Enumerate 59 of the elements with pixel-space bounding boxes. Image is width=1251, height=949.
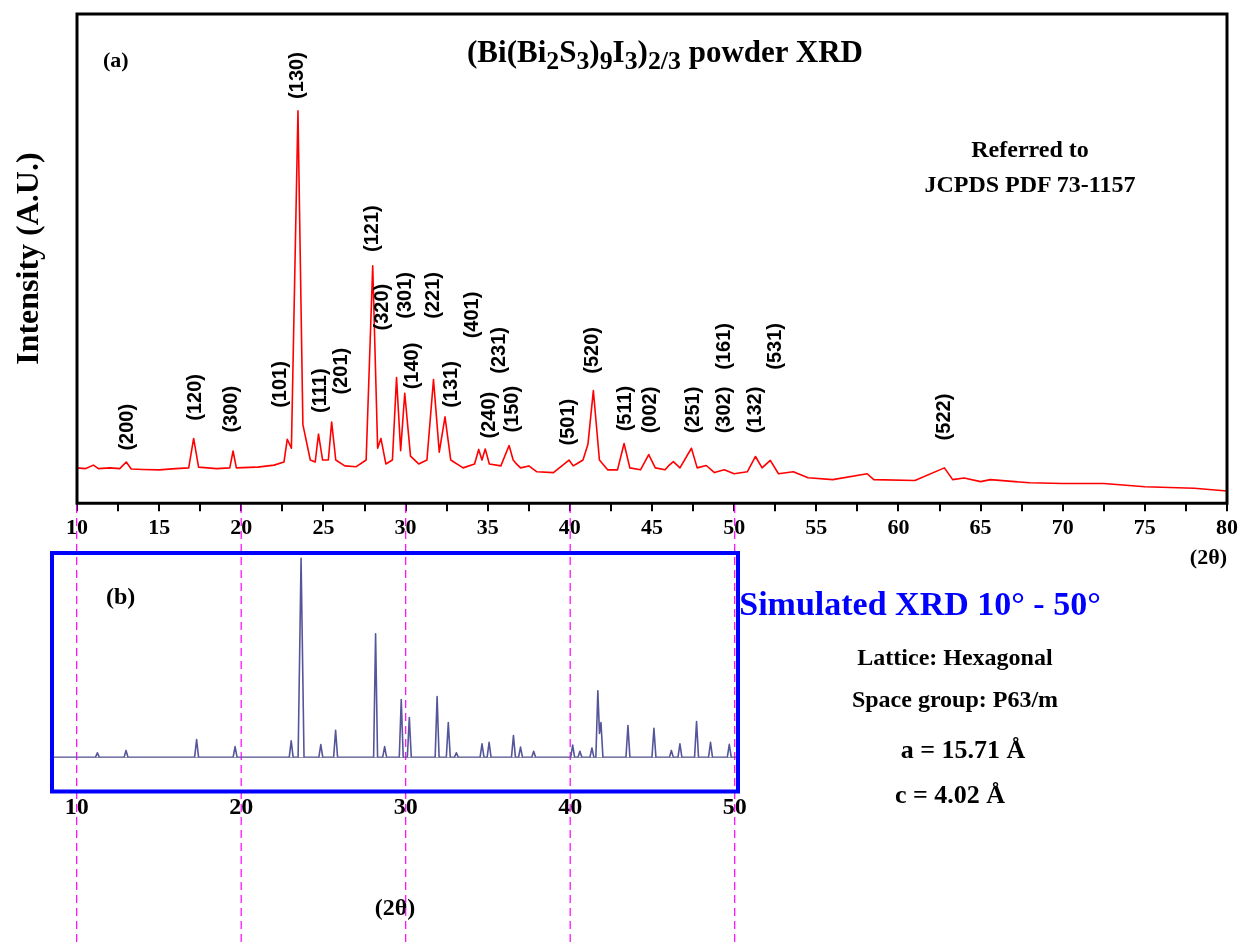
annotation: (301) bbox=[393, 272, 416, 319]
x-tick-label: 15 bbox=[148, 514, 171, 540]
annotation: (231) bbox=[486, 326, 509, 374]
annotation: (150) bbox=[499, 385, 522, 433]
annotation: (520) bbox=[580, 326, 603, 374]
text: Simulated XRD 10° - 50° bbox=[738, 584, 1102, 624]
x-tick-label: 50 bbox=[723, 514, 746, 540]
x-tick-label: 30 bbox=[393, 793, 418, 819]
annotation: (501) bbox=[555, 398, 578, 446]
annotation: (511) bbox=[613, 385, 636, 432]
x-tick-label: 35 bbox=[476, 514, 499, 540]
x-tick-label: 10 bbox=[64, 793, 89, 819]
annotation: (200) bbox=[115, 403, 138, 451]
x-tick-label: 40 bbox=[558, 793, 583, 819]
x-tick-label: 20 bbox=[230, 514, 253, 540]
x-tick-label: 75 bbox=[1133, 514, 1156, 540]
annotation: (320) bbox=[370, 283, 393, 331]
x-tick-label: 45 bbox=[641, 514, 663, 540]
annotation: (161) bbox=[711, 323, 734, 370]
annotation: (120) bbox=[182, 374, 205, 421]
x-tick-label: 30 bbox=[394, 514, 417, 540]
annotation: (201) bbox=[329, 347, 352, 395]
annotation: (101) bbox=[268, 361, 291, 408]
annotation: Referred to JCPDS PDF 73-1157 bbox=[923, 135, 1137, 199]
annotation: (522) bbox=[931, 393, 954, 441]
y-axis-title: Intensity (A.U.) bbox=[9, 152, 46, 365]
x-axis-title: (2θ) bbox=[374, 893, 416, 920]
annotation: (140) bbox=[399, 342, 422, 390]
x-tick-label: 60 bbox=[887, 514, 910, 540]
x-tick-label: 65 bbox=[969, 514, 992, 540]
x-tick-label: 25 bbox=[312, 514, 335, 540]
annotation: (531) bbox=[762, 323, 785, 370]
x-tick-label: 70 bbox=[1051, 514, 1074, 540]
x-tick-label: 10 bbox=[66, 514, 88, 540]
x-tick-label: 40 bbox=[558, 514, 581, 540]
text: a = 15.71 Å bbox=[899, 734, 1027, 766]
x-tick-label: 80 bbox=[1216, 514, 1238, 540]
annotation: (302) bbox=[711, 386, 734, 434]
x-tick-label: 50 bbox=[722, 793, 747, 819]
text: Space group: P63/m bbox=[850, 685, 1060, 714]
text: (a) bbox=[103, 46, 130, 74]
annotation: (111) bbox=[307, 368, 330, 413]
text: Lattice: Hexagonal bbox=[856, 643, 1054, 672]
text: c = 4.02 Å bbox=[893, 779, 1007, 811]
annotation: (121) bbox=[360, 205, 383, 252]
annotation: (131) bbox=[439, 361, 462, 408]
annotation: (132) bbox=[743, 386, 766, 434]
annotation: (401) bbox=[460, 291, 483, 339]
annotation: (300) bbox=[218, 385, 241, 433]
x-tick-label: 55 bbox=[805, 514, 828, 540]
chart-title: (Bi(Bi$_{2}$S$_{3}$)$_{9}$I$_{3}$)$_{2/3}$ powder XRD bbox=[467, 34, 863, 76]
annotation: (221) bbox=[421, 272, 444, 319]
annotation: (251) bbox=[680, 386, 703, 434]
x-axis-title: (2θ) bbox=[1189, 544, 1227, 570]
annotation: (b) bbox=[106, 582, 137, 611]
annotation: (002) bbox=[637, 386, 660, 434]
text: (130) bbox=[284, 52, 307, 99]
x-tick-label: 20 bbox=[229, 793, 254, 819]
annotation: (240) bbox=[476, 391, 499, 439]
